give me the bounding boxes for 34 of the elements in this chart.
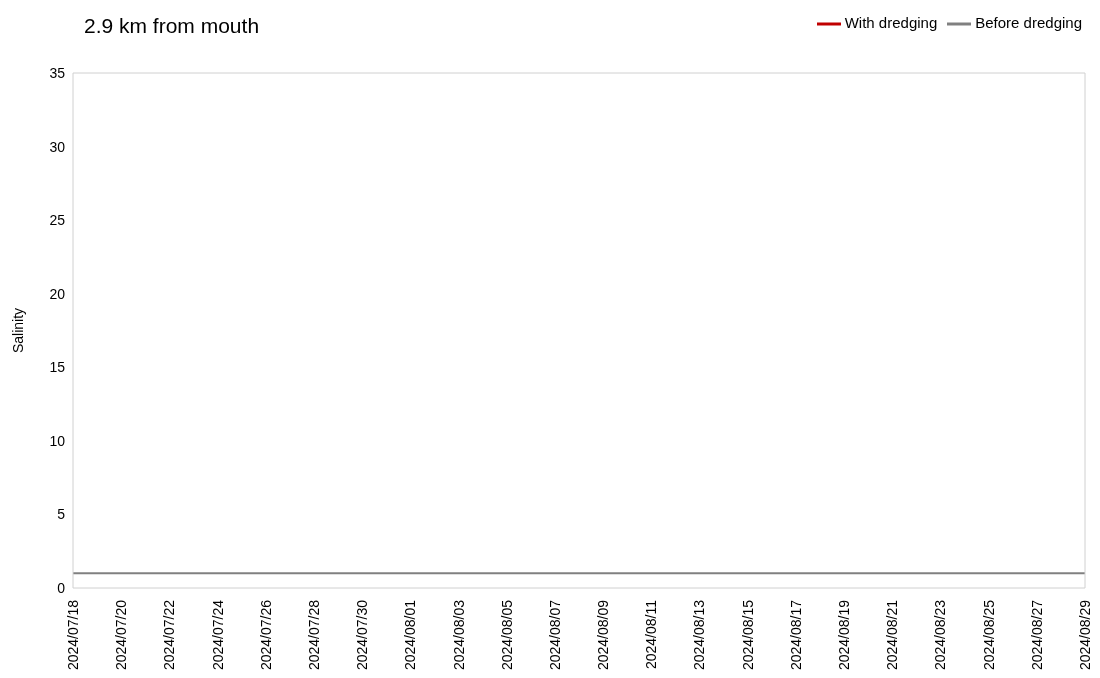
x-tick-label: 2024/08/25: [980, 599, 997, 671]
x-tick-label: 2024/07/22: [161, 599, 178, 671]
x-tick-label: 2024/08/29: [1077, 599, 1093, 671]
x-tick-label: 2024/08/17: [787, 599, 804, 671]
x-tick-label: 2024/07/18: [65, 599, 81, 671]
x-tick-label: 2024/08/07: [546, 599, 563, 671]
x-tick-label: 2024/08/09: [595, 599, 612, 671]
x-tick-label: 2024/08/01: [402, 599, 419, 671]
x-tick-label: 2024/08/27: [1028, 599, 1045, 671]
x-tick-label: 2024/08/11: [643, 599, 660, 670]
y-tick-label: 20: [49, 285, 66, 302]
y-tick-label: 0: [57, 579, 66, 596]
y-tick-label: 15: [49, 359, 66, 376]
x-tick-label: 2024/08/13: [691, 599, 708, 671]
y-tick-label: 5: [57, 506, 66, 523]
y-tick-label: 35: [49, 64, 66, 81]
x-tick-label: 2024/08/05: [498, 599, 515, 671]
legend-label: Before dredging: [975, 13, 1082, 31]
x-tick-label: 2024/08/23: [932, 599, 949, 671]
y-tick-label: 30: [49, 138, 66, 155]
y-tick-label: 25: [49, 212, 66, 229]
y-axis-title: Salinity: [9, 307, 26, 354]
x-tick-label: 2024/07/24: [209, 599, 226, 671]
x-tick-label: 2024/08/21: [884, 599, 901, 671]
legend-label: With dredging: [844, 13, 938, 31]
y-tick-label: 10: [49, 432, 66, 449]
chart-title: 2.9 km from mouth: [84, 14, 260, 38]
x-tick-label: 2024/07/26: [257, 599, 274, 671]
x-tick-label: 2024/07/30: [354, 599, 371, 671]
x-tick-label: 2024/07/28: [305, 599, 322, 671]
x-tick-label: 2024/08/19: [836, 599, 853, 671]
x-tick-label: 2024/08/15: [739, 599, 756, 671]
x-tick-label: 2024/07/20: [113, 599, 130, 671]
x-tick-label: 2024/08/03: [450, 599, 467, 671]
